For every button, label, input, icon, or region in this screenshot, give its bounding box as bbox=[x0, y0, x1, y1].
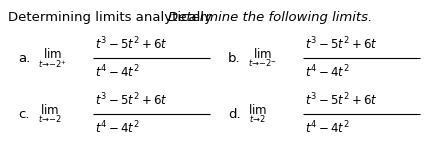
Text: $\lim_{t\to -2}$: $\lim_{t\to -2}$ bbox=[38, 103, 61, 125]
Text: $t^3 - 5t^2 + 6t$: $t^3 - 5t^2 + 6t$ bbox=[95, 36, 168, 52]
Text: a.: a. bbox=[18, 52, 30, 65]
Text: Determine the following limits.: Determine the following limits. bbox=[168, 11, 372, 24]
Text: $t^4 - 4t^2$: $t^4 - 4t^2$ bbox=[305, 120, 350, 136]
Text: $\lim_{t\to -2^-}$: $\lim_{t\to -2^-}$ bbox=[248, 47, 276, 69]
Text: $t^4 - 4t^2$: $t^4 - 4t^2$ bbox=[305, 64, 350, 80]
Text: $t^4 - 4t^2$: $t^4 - 4t^2$ bbox=[95, 120, 140, 136]
Text: $t^3 - 5t^2 + 6t$: $t^3 - 5t^2 + 6t$ bbox=[305, 36, 378, 52]
Text: $\lim_{t\to 2}$: $\lim_{t\to 2}$ bbox=[248, 103, 267, 125]
Text: Determining limits analytically: Determining limits analytically bbox=[8, 11, 216, 24]
Text: c.: c. bbox=[18, 107, 29, 120]
Text: d.: d. bbox=[228, 107, 240, 120]
Text: $t^3 - 5t^2 + 6t$: $t^3 - 5t^2 + 6t$ bbox=[305, 92, 378, 108]
Text: b.: b. bbox=[228, 52, 240, 65]
Text: $t^3 - 5t^2 + 6t$: $t^3 - 5t^2 + 6t$ bbox=[95, 92, 168, 108]
Text: $t^4 - 4t^2$: $t^4 - 4t^2$ bbox=[95, 64, 140, 80]
Text: $\lim_{t\to -2^+}$: $\lim_{t\to -2^+}$ bbox=[38, 46, 67, 70]
